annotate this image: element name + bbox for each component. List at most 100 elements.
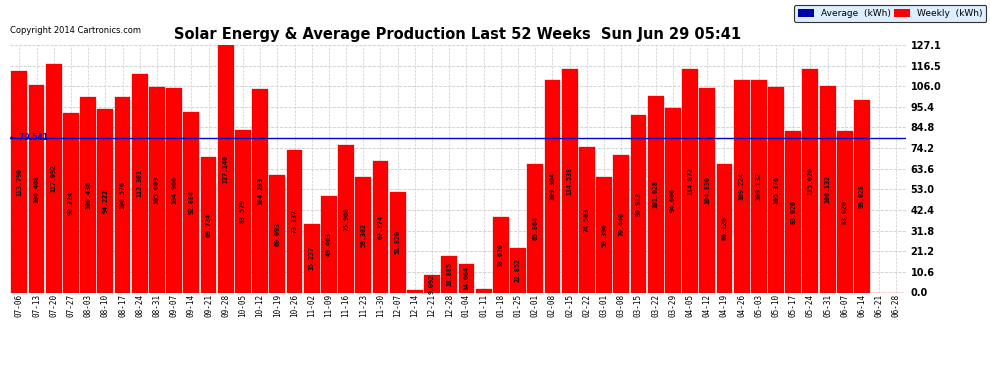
Text: 60.093: 60.093 bbox=[274, 222, 280, 246]
Bar bbox=[29, 85, 45, 292]
Text: 9.092: 9.092 bbox=[429, 274, 435, 294]
Text: 100.436: 100.436 bbox=[85, 181, 91, 209]
Text: 94.606: 94.606 bbox=[670, 188, 676, 212]
Text: 92.884: 92.884 bbox=[188, 190, 194, 214]
Bar bbox=[803, 69, 819, 292]
Text: 73.137: 73.137 bbox=[291, 209, 298, 233]
Title: Solar Energy & Average Production Last 52 Weeks  Sun Jun 29 05:41: Solar Energy & Average Production Last 5… bbox=[174, 27, 742, 42]
Bar bbox=[561, 69, 577, 292]
Bar bbox=[717, 164, 733, 292]
Bar bbox=[201, 157, 217, 292]
Text: 109.304: 109.304 bbox=[549, 172, 555, 200]
Bar bbox=[579, 147, 595, 292]
Bar bbox=[286, 150, 302, 292]
Text: 101.028: 101.028 bbox=[652, 180, 658, 208]
Text: 105.609: 105.609 bbox=[153, 176, 160, 204]
Bar bbox=[321, 196, 337, 292]
Text: 70.440: 70.440 bbox=[618, 212, 625, 236]
Bar bbox=[339, 145, 354, 292]
Text: 109.224: 109.224 bbox=[739, 172, 744, 200]
Bar bbox=[631, 116, 646, 292]
Bar bbox=[596, 177, 612, 292]
Text: 94.222: 94.222 bbox=[102, 189, 108, 213]
Bar bbox=[166, 88, 182, 292]
Text: 22.852: 22.852 bbox=[515, 258, 521, 282]
Text: 74.503: 74.503 bbox=[584, 208, 590, 232]
Bar bbox=[132, 74, 148, 292]
Bar bbox=[768, 87, 784, 292]
Bar bbox=[183, 112, 199, 292]
Text: 115.020: 115.020 bbox=[808, 166, 814, 195]
Bar bbox=[252, 89, 268, 292]
Bar bbox=[407, 291, 423, 292]
Text: 66.128: 66.128 bbox=[722, 216, 728, 240]
Text: 100.576: 100.576 bbox=[120, 181, 126, 209]
Text: 75.968: 75.968 bbox=[344, 207, 349, 231]
Bar bbox=[647, 96, 663, 292]
Text: 104.966: 104.966 bbox=[171, 176, 177, 204]
Bar bbox=[493, 217, 509, 292]
Bar bbox=[734, 80, 749, 292]
Text: 92.224: 92.224 bbox=[68, 191, 74, 215]
Text: 51.820: 51.820 bbox=[395, 230, 401, 254]
Text: 113.790: 113.790 bbox=[17, 168, 23, 196]
Text: 90.912: 90.912 bbox=[636, 192, 642, 216]
Text: 105.376: 105.376 bbox=[773, 176, 779, 204]
Text: 99.028: 99.028 bbox=[859, 184, 865, 208]
Text: Copyright 2014 Cartronics.com: Copyright 2014 Cartronics.com bbox=[10, 26, 141, 35]
Bar bbox=[424, 275, 440, 292]
Text: 83.020: 83.020 bbox=[790, 200, 796, 223]
Text: 65.864: 65.864 bbox=[533, 216, 539, 240]
Text: 69.724: 69.724 bbox=[206, 213, 212, 237]
Bar bbox=[80, 97, 96, 292]
Text: 59.396: 59.396 bbox=[601, 223, 607, 247]
Bar bbox=[820, 86, 836, 292]
Text: 59.302: 59.302 bbox=[360, 223, 366, 247]
Text: 106.468: 106.468 bbox=[34, 175, 40, 203]
Text: 49.463: 49.463 bbox=[326, 232, 332, 256]
Text: 67.274: 67.274 bbox=[377, 215, 383, 239]
Text: 38.620: 38.620 bbox=[498, 243, 504, 267]
Bar bbox=[458, 264, 474, 292]
Bar bbox=[304, 224, 320, 292]
Text: 112.301: 112.301 bbox=[137, 169, 143, 197]
Bar bbox=[476, 289, 492, 292]
Bar bbox=[510, 248, 526, 292]
Text: 117.092: 117.092 bbox=[50, 165, 56, 192]
Text: 83.579: 83.579 bbox=[240, 199, 246, 223]
Bar bbox=[785, 131, 801, 292]
Text: 127.140: 127.140 bbox=[223, 155, 229, 183]
Bar bbox=[355, 177, 371, 292]
Bar bbox=[63, 113, 79, 292]
Bar bbox=[614, 155, 630, 292]
Text: 18.885: 18.885 bbox=[446, 262, 452, 286]
Bar bbox=[750, 80, 766, 292]
Bar bbox=[665, 108, 681, 292]
Text: ← 79.541: ← 79.541 bbox=[10, 133, 49, 142]
Bar bbox=[97, 109, 113, 292]
Text: 104.830: 104.830 bbox=[704, 176, 710, 204]
Bar bbox=[235, 130, 250, 292]
Text: 114.872: 114.872 bbox=[687, 166, 693, 195]
Bar bbox=[854, 100, 870, 292]
Text: 14.664: 14.664 bbox=[463, 266, 469, 290]
Bar bbox=[544, 80, 560, 292]
Bar bbox=[837, 131, 852, 292]
Bar bbox=[390, 192, 406, 292]
Text: 114.538: 114.538 bbox=[566, 167, 572, 195]
Text: 83.020: 83.020 bbox=[842, 200, 847, 223]
Bar bbox=[115, 97, 131, 292]
Text: 104.283: 104.283 bbox=[257, 177, 263, 205]
Text: 35.237: 35.237 bbox=[309, 246, 315, 270]
Bar bbox=[269, 176, 285, 292]
Bar bbox=[699, 88, 715, 292]
Bar bbox=[149, 87, 165, 292]
Bar bbox=[442, 256, 457, 292]
Bar bbox=[528, 164, 544, 292]
Bar bbox=[218, 45, 234, 292]
Bar bbox=[682, 69, 698, 292]
Legend: Average  (kWh), Weekly  (kWh): Average (kWh), Weekly (kWh) bbox=[794, 5, 986, 22]
Text: 109.132: 109.132 bbox=[755, 172, 762, 200]
Bar bbox=[46, 64, 61, 292]
Text: 106.132: 106.132 bbox=[825, 175, 831, 203]
